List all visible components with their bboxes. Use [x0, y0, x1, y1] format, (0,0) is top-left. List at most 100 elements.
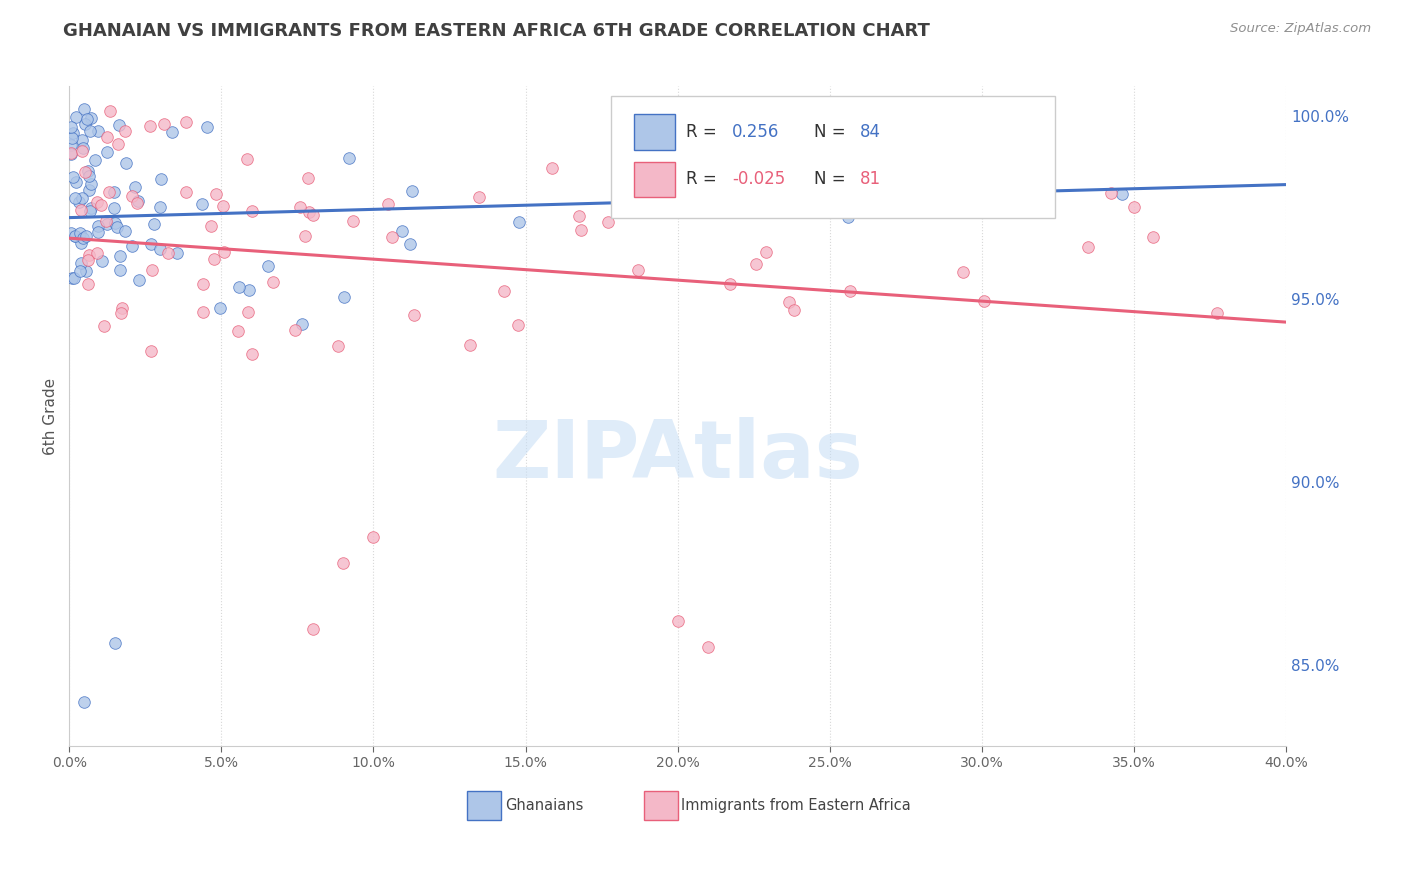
Point [568, 209, 591, 223]
Point [86, 246, 108, 260]
Point [342, 214, 364, 228]
Point [166, 246, 188, 260]
Point [745, 258, 768, 272]
Point [125, 195, 148, 210]
Point [65, 228, 87, 243]
Point [67, 195, 90, 210]
Point [59, 145, 82, 160]
Point [80, 201, 103, 215]
Point [77, 252, 100, 267]
Point [149, 242, 172, 256]
Text: Immigrants from Eastern Africa: Immigrants from Eastern Africa [682, 798, 911, 814]
Point [236, 305, 259, 319]
Point [75, 228, 97, 243]
Point [193, 277, 215, 291]
Text: ZIPAtlas: ZIPAtlas [492, 417, 863, 495]
Point [256, 259, 278, 273]
Point [70, 235, 93, 250]
Point [596, 215, 619, 229]
Point [506, 318, 529, 332]
Point [124, 180, 146, 194]
Point [240, 346, 263, 360]
Point [96, 130, 118, 145]
Point [103, 201, 125, 215]
Point [79, 111, 101, 125]
Point [377, 197, 399, 211]
Point [492, 284, 515, 298]
Point [84, 153, 107, 167]
Point [104, 636, 127, 650]
Point [212, 245, 235, 260]
Point [176, 115, 198, 129]
Point [693, 190, 716, 204]
Point [783, 303, 806, 318]
Text: R =: R = [686, 170, 723, 188]
Point [1142, 230, 1164, 244]
Point [837, 211, 859, 225]
Point [96, 145, 118, 160]
Point [290, 200, 312, 214]
Point [606, 183, 628, 197]
Point [87, 225, 110, 239]
Point [62, 126, 84, 140]
Point [97, 185, 120, 199]
FancyBboxPatch shape [467, 791, 501, 821]
FancyBboxPatch shape [610, 96, 1054, 219]
Point [404, 308, 426, 322]
Text: N =: N = [814, 170, 851, 188]
Point [202, 252, 225, 266]
Point [160, 125, 183, 139]
Point [508, 215, 530, 229]
Point [718, 277, 741, 292]
Point [70, 191, 93, 205]
Point [70, 145, 93, 159]
Point [328, 338, 350, 352]
Point [114, 224, 136, 238]
Point [284, 323, 307, 337]
Point [302, 208, 325, 222]
Point [60, 226, 83, 240]
Point [141, 236, 163, 251]
Point [69, 264, 91, 278]
Text: 84: 84 [860, 123, 882, 141]
Point [468, 190, 491, 204]
Point [191, 305, 214, 319]
Point [121, 238, 143, 252]
Point [1077, 240, 1099, 254]
Point [710, 166, 733, 180]
FancyBboxPatch shape [644, 791, 678, 821]
Point [94, 214, 117, 228]
Point [297, 171, 319, 186]
Point [86, 194, 108, 209]
Point [294, 228, 316, 243]
Point [59, 120, 82, 134]
Point [190, 197, 212, 211]
Point [65, 110, 87, 124]
Text: Ghanaians: Ghanaians [505, 798, 583, 814]
Point [149, 200, 172, 214]
Point [73, 695, 96, 709]
Point [60, 138, 83, 153]
Point [143, 217, 166, 231]
Point [332, 290, 354, 304]
Point [571, 223, 593, 237]
Point [666, 615, 689, 629]
Point [80, 177, 103, 191]
Point [952, 265, 974, 279]
Point [332, 556, 354, 570]
Point [127, 194, 149, 209]
Text: 0.256: 0.256 [733, 123, 780, 141]
Point [75, 264, 97, 278]
Point [104, 216, 127, 230]
Point [399, 237, 422, 252]
Text: 81: 81 [860, 170, 882, 188]
Point [337, 151, 360, 165]
Point [778, 295, 800, 310]
Point [262, 275, 284, 289]
Point [226, 324, 249, 338]
Point [114, 124, 136, 138]
Point [363, 530, 385, 544]
Point [108, 118, 131, 132]
Point [87, 124, 110, 138]
Point [105, 219, 128, 234]
